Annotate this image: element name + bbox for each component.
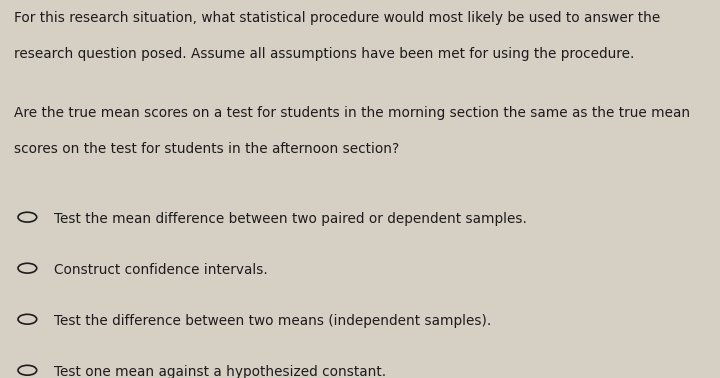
- Text: Test the difference between two means (independent samples).: Test the difference between two means (i…: [54, 314, 491, 328]
- Text: scores on the test for students in the afternoon section?: scores on the test for students in the a…: [14, 142, 400, 156]
- Text: Construct confidence intervals.: Construct confidence intervals.: [54, 263, 268, 277]
- Text: Are the true mean scores on a test for students in the morning section the same : Are the true mean scores on a test for s…: [14, 106, 690, 120]
- Text: Test one mean against a hypothesized constant.: Test one mean against a hypothesized con…: [54, 365, 386, 378]
- Text: For this research situation, what statistical procedure would most likely be use: For this research situation, what statis…: [14, 11, 661, 25]
- Text: research question posed. Assume all assumptions have been met for using the proc: research question posed. Assume all assu…: [14, 47, 635, 61]
- Text: Test the mean difference between two paired or dependent samples.: Test the mean difference between two pai…: [54, 212, 527, 226]
